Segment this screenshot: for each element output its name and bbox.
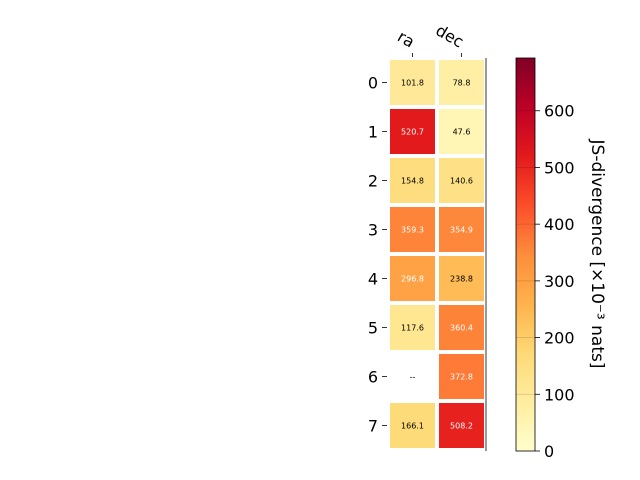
heatmap-cell	[439, 354, 484, 399]
cell-value-label: 140.6	[450, 177, 473, 186]
heatmap-cell	[439, 158, 484, 203]
cell-value-label: 238.8	[450, 275, 473, 284]
row-label-6: 6	[368, 368, 378, 387]
colorbar-ticks: 0 100 200 300 400 500 600	[516, 102, 575, 461]
row-label-4: 4	[368, 270, 378, 289]
heatmap-cell	[439, 256, 484, 301]
colorbar-tick-label: 400	[544, 215, 575, 234]
heatmap-cell	[439, 60, 484, 105]
heatmap-cells: 101.8 78.8 520.7 47.6 154.8 140.6 359.3 354.9 29…	[390, 60, 484, 448]
row-label-3: 3	[368, 221, 378, 240]
colorbar-tick-label: 300	[544, 272, 575, 291]
cell-value-label: 508.2	[450, 422, 473, 431]
heatmap-cell	[390, 109, 435, 154]
heatmap-cell	[390, 403, 435, 448]
heatmap-cell	[439, 207, 484, 252]
row-label-5: 5	[368, 319, 378, 338]
colorbar-tick-label: 600	[544, 102, 575, 121]
row-label-1: 1	[368, 123, 378, 142]
column-labels: ra dec	[394, 21, 467, 57]
heatmap-cell	[390, 207, 435, 252]
heatmap-cell	[439, 403, 484, 448]
colorbar-tick-label: 100	[544, 385, 575, 404]
heatmap-cell	[390, 256, 435, 301]
cell-value-label: 101.8	[401, 79, 424, 88]
colorbar-tick-label: 0	[544, 442, 554, 461]
cell-value-label: 360.4	[450, 324, 473, 333]
colorbar-tick-label: 500	[544, 158, 575, 177]
cell-value-label: 166.1	[401, 422, 424, 431]
row-label-0: 0	[368, 74, 378, 93]
heatmap-cell	[439, 109, 484, 154]
cell-value-label: 372.8	[450, 373, 473, 382]
column-label-dec: dec	[433, 21, 467, 52]
heatmap-cell	[390, 305, 435, 350]
cell-value-label: 359.3	[401, 226, 424, 235]
colorbar-label: JS-divergence [×10⁻³ nats]	[587, 139, 607, 369]
cell-value-label: 78.8	[453, 79, 471, 88]
cell-value-label: 47.6	[453, 128, 471, 137]
cell-value-label: 154.8	[401, 177, 424, 186]
cell-value-label: 296.8	[401, 275, 424, 284]
colorbar-tick-label: 200	[544, 329, 575, 348]
heatmap-cell	[439, 305, 484, 350]
row-label-2: 2	[368, 172, 378, 191]
cell-value-label: 117.6	[401, 324, 424, 333]
heatmap-cell	[390, 158, 435, 203]
column-label-ra: ra	[394, 27, 418, 52]
row-labels: 0 1 2 3 4 5 6 7	[368, 74, 387, 436]
row-label-7: 7	[368, 417, 378, 436]
cell-missing-label: --	[410, 373, 416, 382]
cell-value-label: 354.9	[450, 226, 473, 235]
colorbar: 0 100 200 300 400 500 600	[515, 57, 575, 461]
colorbar-scale	[515, 57, 536, 452]
heatmap-cell	[390, 60, 435, 105]
cell-value-label: 520.7	[401, 128, 424, 137]
